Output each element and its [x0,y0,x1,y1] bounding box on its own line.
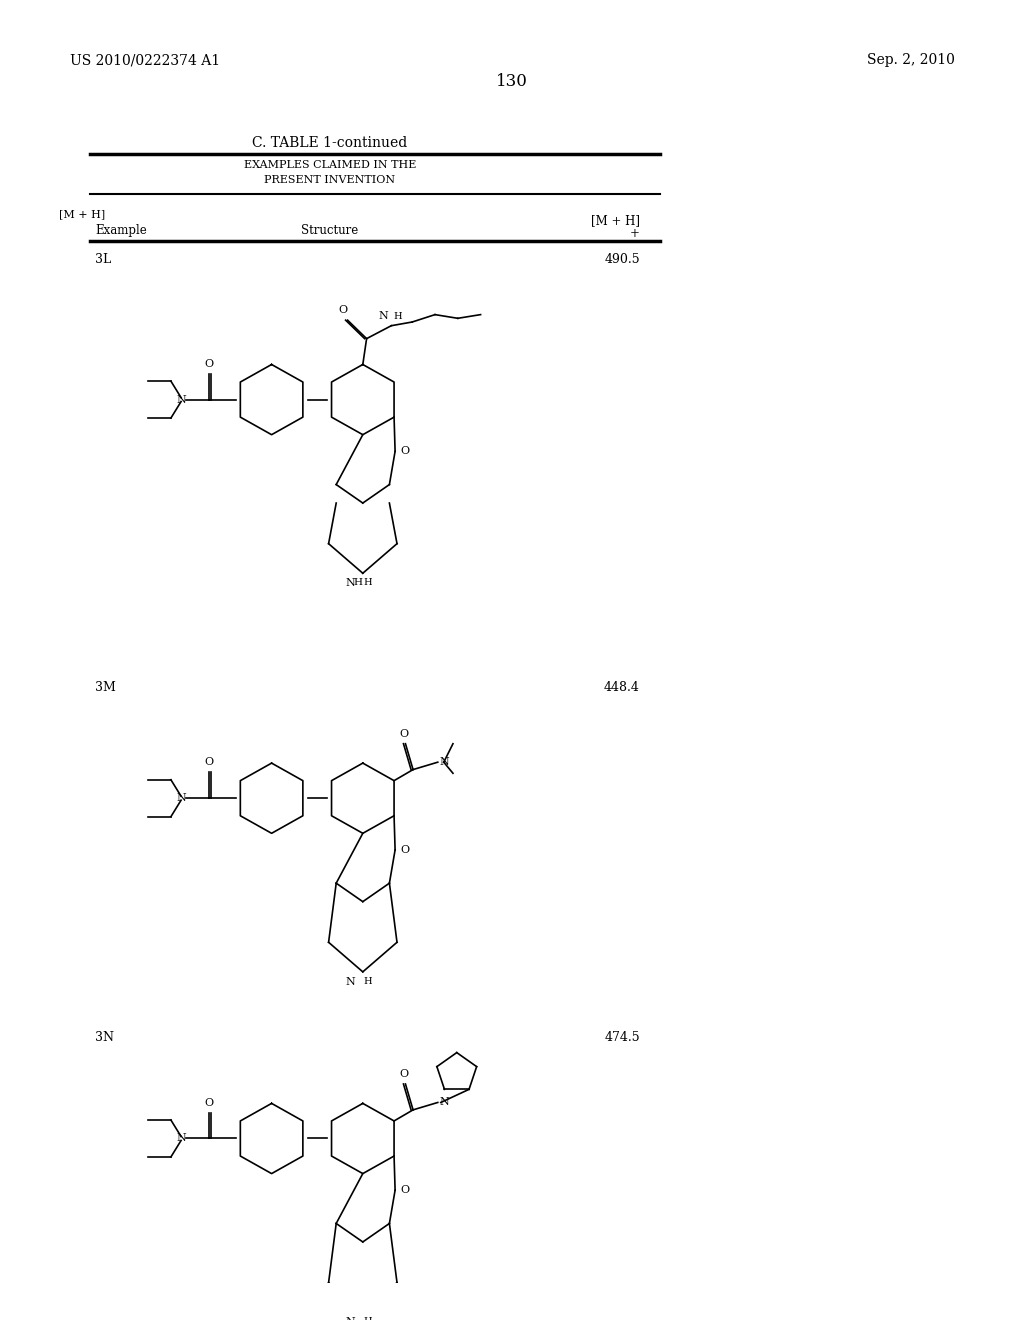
Text: PRESENT INVENTION: PRESENT INVENTION [264,176,395,185]
Text: O: O [338,305,347,315]
Text: O: O [205,758,213,767]
Text: N: N [176,793,186,803]
Text: 490.5: 490.5 [604,253,640,265]
Text: EXAMPLES CLAIMED IN THE: EXAMPLES CLAIMED IN THE [244,161,416,170]
Text: 448.4: 448.4 [604,681,640,693]
Text: H: H [353,578,362,587]
Text: US 2010/0222374 A1: US 2010/0222374 A1 [70,54,220,67]
Text: +: + [630,227,640,239]
Text: N: N [439,758,450,767]
Text: N: N [439,1097,450,1107]
Text: 130: 130 [496,73,528,90]
Text: 3L: 3L [95,253,112,265]
Text: O: O [205,359,213,368]
Text: H: H [364,1317,373,1320]
Text: N: N [176,1134,186,1143]
Text: N: N [345,578,354,589]
Text: O: O [400,845,410,855]
Text: [M + H]: [M + H] [58,209,105,219]
Text: O: O [399,729,408,739]
Text: 3N: 3N [95,1031,114,1044]
Text: O: O [400,446,410,457]
Text: O: O [399,1069,408,1080]
Text: N: N [345,1317,354,1320]
Text: H: H [364,578,373,587]
Text: Sep. 2, 2010: Sep. 2, 2010 [867,54,955,67]
Text: 474.5: 474.5 [604,1031,640,1044]
Text: N: N [176,395,186,405]
Text: 3M: 3M [95,681,116,693]
Text: H: H [393,312,402,321]
Text: O: O [400,1185,410,1195]
Text: [M + H]: [M + H] [591,214,640,227]
Text: H: H [364,977,373,986]
Text: C. TABLE 1-continued: C. TABLE 1-continued [252,136,408,150]
Text: O: O [205,1098,213,1107]
Text: N: N [345,977,354,987]
Text: N: N [379,310,388,321]
Text: Example: Example [95,223,146,236]
Text: Structure: Structure [301,223,358,236]
